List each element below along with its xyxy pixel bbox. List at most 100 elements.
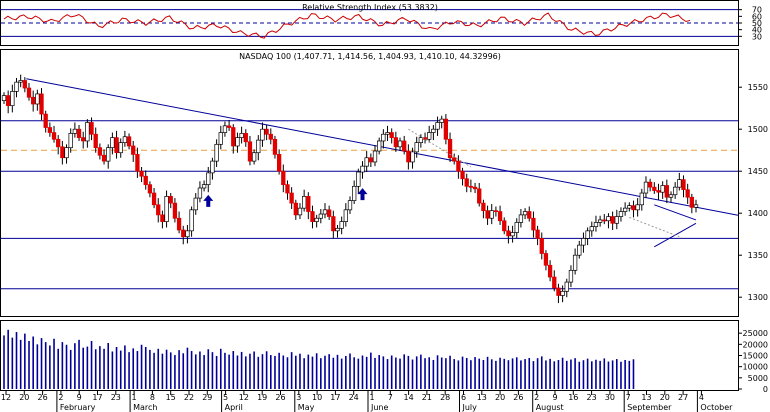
volume-tick-label: 10000 (743, 363, 768, 372)
month-label: May (298, 403, 315, 412)
candlestick (156, 198, 161, 223)
candle-body (602, 219, 607, 222)
candle-body (135, 154, 140, 172)
candlestick (201, 180, 207, 192)
candle-body (372, 150, 378, 163)
candle-body (106, 147, 111, 162)
candle-body (164, 196, 169, 222)
candlestick (681, 175, 686, 198)
month-label: March (133, 403, 157, 412)
candlestick (589, 221, 594, 237)
candle-body (322, 209, 328, 215)
candle-body (281, 170, 286, 185)
candlestick (539, 232, 544, 260)
candlestick (622, 202, 628, 216)
candlestick (176, 211, 182, 234)
candle-body (427, 132, 432, 140)
candle-body (268, 133, 273, 140)
candle-body (647, 181, 653, 188)
candle-body (572, 254, 578, 271)
candlestick (552, 270, 557, 292)
candle-body (389, 132, 394, 138)
candle-body (689, 196, 694, 208)
candle-body (385, 132, 390, 135)
candle-body (343, 209, 348, 222)
volume-tick-label: 5000 (748, 374, 768, 383)
date-tick-label: 7 (626, 393, 631, 402)
candlestick (256, 135, 261, 161)
candle-body (406, 150, 411, 163)
date-tick-label: 16 (568, 393, 578, 402)
candlestick (389, 128, 394, 144)
candle-body (627, 205, 632, 209)
candle-body (297, 207, 303, 216)
candlestick (39, 88, 44, 120)
candle-body (660, 185, 665, 193)
candlestick (352, 180, 357, 204)
candle-body (364, 157, 369, 167)
candle-body (89, 122, 94, 135)
candle-body (493, 210, 499, 213)
candlestick (610, 211, 615, 230)
candlestick (172, 198, 178, 223)
candle-body (56, 138, 61, 148)
candlestick (160, 210, 165, 229)
candle-body (131, 145, 136, 155)
candle-body (235, 137, 240, 147)
candlestick (206, 167, 211, 193)
candle-body (339, 221, 344, 229)
date-tick-label: 22 (184, 393, 194, 402)
price-tick-label: 1400 (748, 209, 768, 218)
candlestick (60, 140, 65, 165)
candlestick (418, 134, 424, 148)
candle-body (518, 214, 524, 223)
candlestick (493, 206, 499, 217)
candlestick (72, 122, 78, 138)
candlestick (673, 182, 678, 199)
candlestick (231, 124, 236, 154)
candlestick (535, 225, 540, 246)
candlestick (502, 217, 507, 235)
candle-body (564, 281, 569, 292)
candlestick (497, 205, 503, 225)
candle-body (414, 142, 419, 153)
candlestick (564, 278, 569, 298)
date-tick-label: 20 (660, 393, 670, 402)
price-tick-label: 1450 (748, 167, 768, 176)
candle-body (352, 185, 357, 201)
candle-body (668, 194, 674, 198)
candlestick (147, 181, 153, 198)
candle-body (260, 128, 265, 141)
date-tick-label: 13 (477, 393, 487, 402)
date-tick-label: 26 (38, 393, 48, 402)
date-tick-label: 21 (422, 393, 432, 402)
candle-body (81, 137, 86, 142)
price-tick-label: 1350 (748, 251, 768, 260)
candlestick (368, 153, 373, 167)
candle-body (510, 232, 515, 237)
candle-body (289, 192, 294, 204)
candle-body (31, 96, 36, 105)
candle-body (247, 141, 253, 162)
candle-body (368, 157, 373, 163)
candlestick (289, 187, 294, 209)
candle-body (206, 172, 211, 185)
candlestick (581, 232, 586, 253)
date-tick-label: 28 (440, 393, 450, 402)
candlestick (331, 210, 336, 239)
candle-body (110, 137, 115, 149)
candlestick (310, 205, 315, 229)
candle-body (47, 127, 53, 133)
candle-body (443, 118, 449, 140)
candlestick (93, 127, 98, 153)
candle-body (631, 205, 636, 211)
candle-body (114, 137, 119, 154)
candle-body (460, 170, 465, 180)
candle-body (160, 214, 165, 222)
candle-body (214, 143, 219, 162)
candle-body (502, 220, 507, 232)
candle-body (335, 227, 340, 232)
candlestick (343, 203, 348, 227)
rsi-tick-label: 50 (752, 19, 762, 28)
